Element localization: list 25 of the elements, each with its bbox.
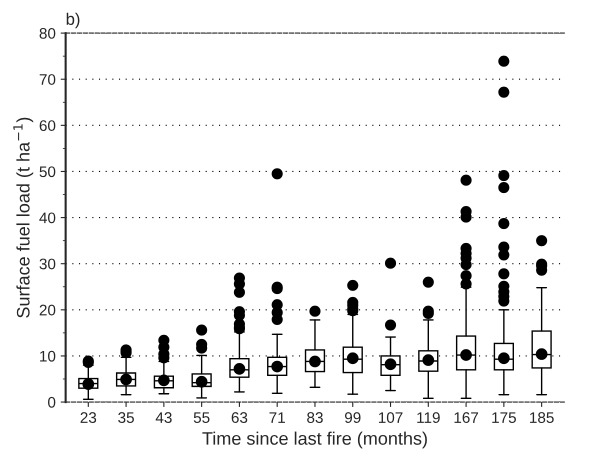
y-tick-label: 80 xyxy=(40,28,56,39)
chart-title: b) xyxy=(66,12,80,28)
x-tick-label: 23 xyxy=(80,412,96,423)
y-axis-title: Surface fuel load (t ha$^{−1}$) xyxy=(13,118,34,318)
x-tick-label: 55 xyxy=(194,412,210,423)
x-tick-label: 175 xyxy=(492,412,516,423)
x-tick-label: 35 xyxy=(118,412,134,423)
x-tick-label: 107 xyxy=(378,412,403,423)
x-tick-label: 71 xyxy=(269,412,285,423)
x-tick-label: 83 xyxy=(307,412,323,423)
y-tick-label: 50 xyxy=(40,166,56,178)
y-tick-label: 10 xyxy=(40,350,56,362)
y-tick-label: 0 xyxy=(48,396,56,408)
x-tick-label: 99 xyxy=(344,412,361,423)
x-tick-label: 43 xyxy=(156,412,172,423)
x-tick-label: 167 xyxy=(454,412,478,423)
y-tick-label: 20 xyxy=(40,304,56,316)
y-tick-label: 70 xyxy=(40,74,56,85)
x-tick-label: 185 xyxy=(530,412,554,423)
y-tick-label: 40 xyxy=(39,212,56,224)
x-tick-label: 63 xyxy=(232,412,248,423)
y-tick-label: 30 xyxy=(40,258,56,270)
x-tick-label: 119 xyxy=(417,412,440,423)
x-axis-title: Time since last fire (months) xyxy=(202,432,427,448)
y-tick-label: 60 xyxy=(40,120,56,132)
